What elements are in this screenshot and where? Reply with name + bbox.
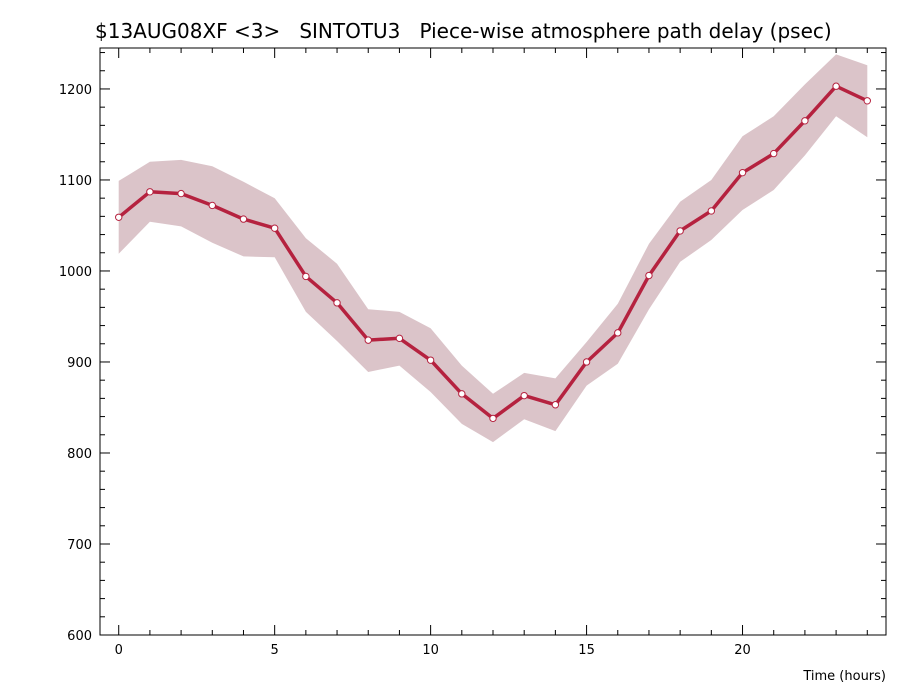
y-tick-label: 1200	[59, 83, 92, 98]
x-tick-label: 10	[422, 643, 439, 658]
data-point	[738, 168, 747, 177]
data-point	[707, 207, 716, 215]
data-point	[302, 272, 310, 281]
y-tick-label: 1000	[59, 265, 92, 280]
data-point	[676, 227, 684, 235]
x-tick-label: 20	[734, 643, 751, 658]
x-tick-label: 5	[271, 643, 279, 658]
band-area	[118, 54, 868, 443]
data-point	[770, 149, 778, 158]
axis-ticks: 600 700 800 900 1000 1100 1200 0 5 10 15 20	[59, 48, 886, 658]
data-point	[801, 117, 809, 125]
data-point	[333, 299, 341, 307]
x-tick-label: 15	[578, 643, 595, 658]
y-tick-label: 600	[67, 629, 92, 644]
data-point	[177, 189, 185, 198]
data-point	[426, 356, 435, 364]
data-point	[146, 188, 154, 196]
chart-title: $13AUG08XF <3> SINTOTU3 Piece-wise atmos…	[95, 19, 832, 43]
data-point	[614, 329, 622, 337]
data-point	[239, 215, 248, 223]
x-tick-label: 0	[115, 643, 123, 658]
data-point	[645, 271, 653, 280]
data-point	[489, 414, 497, 423]
data-point	[208, 201, 216, 210]
series-markers	[115, 82, 871, 423]
x-axis-label: Time (hours)	[802, 669, 886, 684]
data-point	[520, 391, 528, 400]
data-point	[364, 336, 372, 344]
y-tick-label: 700	[67, 538, 92, 553]
uncertainty-band	[118, 54, 868, 443]
y-tick-label: 1100	[59, 174, 92, 189]
data-point	[115, 213, 123, 221]
data-point	[395, 334, 404, 343]
data-point	[458, 390, 466, 398]
data-point	[582, 358, 591, 366]
data-point	[832, 82, 840, 90]
y-tick-label: 900	[67, 356, 92, 371]
y-tick-label: 800	[67, 447, 92, 462]
data-point	[551, 401, 560, 409]
data-point	[270, 224, 279, 232]
data-point	[863, 97, 871, 105]
